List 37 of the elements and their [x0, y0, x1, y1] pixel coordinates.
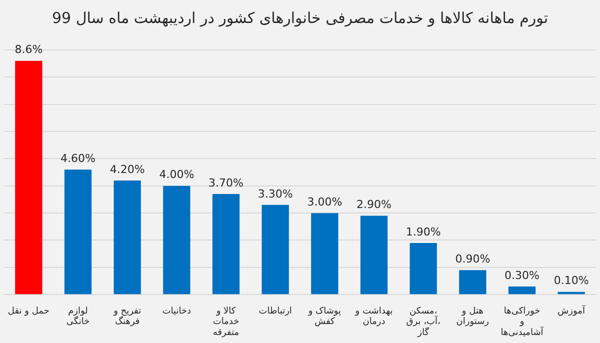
bar	[15, 60, 42, 294]
data-label: 0.10%	[554, 274, 589, 288]
x-tick-label: دخانیات	[162, 306, 192, 316]
x-tick-label: خوراکی‌ها و آشامیدنی‌ها	[500, 306, 544, 338]
data-label: 4.20%	[110, 162, 145, 176]
bar	[508, 286, 536, 294]
bar	[212, 194, 240, 294]
data-label: 3.70%	[208, 176, 244, 190]
x-tick-label: لوازم خانگی	[66, 306, 90, 328]
x-tick-label: بهداشت و درمان	[354, 306, 393, 328]
bar	[558, 292, 585, 294]
data-label: 0.90%	[455, 252, 490, 266]
bar	[360, 216, 388, 294]
data-label: 0.30%	[504, 268, 540, 282]
bar	[163, 186, 190, 294]
x-tick-label: کالا و خدمات متفرقه	[212, 306, 240, 338]
x-tick-label: تفریح و فرهنگ	[112, 306, 142, 328]
chart-title: تورم ماهانه کالاها و خدمات مصرفی خانوارهای کشور در اردیبهشت ماه سال 99	[52, 8, 548, 27]
x-tick-label: حمل و نقل	[8, 306, 50, 316]
data-label: 1.90%	[406, 225, 441, 238]
data-label: 3.00%	[307, 195, 342, 208]
bar	[459, 270, 486, 294]
data-label: 4.00%	[159, 168, 194, 182]
data-label: 2.90%	[356, 198, 392, 212]
x-tick-label: ارتباطات	[258, 306, 292, 316]
bar	[262, 204, 289, 294]
x-tick-label: پوشاک و کفش	[307, 306, 342, 328]
data-label: 4.60%	[60, 152, 96, 165]
bar	[64, 170, 92, 294]
data-label: 3.30%	[258, 187, 293, 200]
data-label: 8.6%	[14, 43, 43, 56]
x-tick-label: مسکن، آب، برق، گاز	[406, 306, 440, 338]
bar	[311, 213, 338, 294]
x-tick-label: هتل و رستوران	[456, 306, 490, 328]
bar	[410, 242, 437, 294]
x-tick-label: آموزش	[558, 304, 586, 316]
bar	[114, 180, 141, 294]
